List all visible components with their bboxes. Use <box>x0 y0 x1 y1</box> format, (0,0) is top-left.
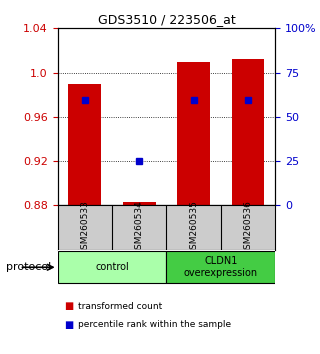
FancyBboxPatch shape <box>58 251 166 283</box>
Text: GSM260535: GSM260535 <box>189 200 198 255</box>
Text: GSM260536: GSM260536 <box>244 200 252 255</box>
Text: protocol: protocol <box>6 262 52 272</box>
Text: transformed count: transformed count <box>78 302 163 311</box>
Bar <box>123 202 156 205</box>
Text: GSM260533: GSM260533 <box>80 200 89 255</box>
Text: control: control <box>95 262 129 272</box>
Text: percentile rank within the sample: percentile rank within the sample <box>78 320 232 329</box>
Title: GDS3510 / 223506_at: GDS3510 / 223506_at <box>98 13 235 26</box>
Text: CLDN1
overexpression: CLDN1 overexpression <box>184 256 258 278</box>
Text: GSM260534: GSM260534 <box>135 200 144 255</box>
FancyBboxPatch shape <box>166 251 275 283</box>
Bar <box>232 59 264 205</box>
Text: ■: ■ <box>64 301 73 311</box>
Bar <box>177 62 210 205</box>
Bar <box>68 84 101 205</box>
Text: ■: ■ <box>64 320 73 330</box>
